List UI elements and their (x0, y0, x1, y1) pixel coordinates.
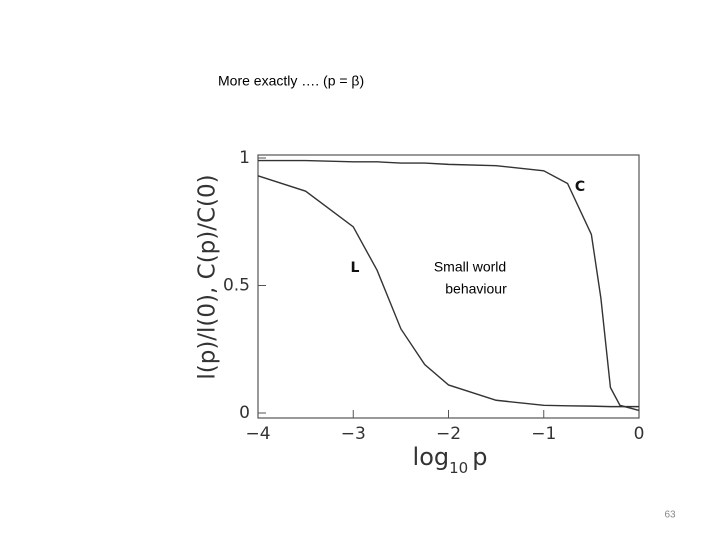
slide-title: More exactly …. (p = β) (218, 73, 364, 89)
series-line (257, 175, 639, 408)
x-label-subscript: 10 (449, 459, 468, 477)
page-number: 63 (664, 510, 676, 521)
y-tick-label: 0.5 (223, 276, 250, 296)
series-label: L (351, 260, 360, 276)
y-tick-label: 0 (239, 403, 250, 423)
y-axis-label: l(p)/l(0), C(p)/C(0) (195, 174, 221, 379)
x-label-base: log (413, 443, 450, 471)
x-tick-label: −1 (531, 424, 556, 444)
x-tick-label: −2 (436, 424, 461, 444)
x-tick-label: 0 (634, 424, 645, 444)
y-tick-label: 1 (239, 148, 250, 168)
series-line (258, 159, 640, 412)
series-label: C (575, 179, 585, 195)
x-axis-label: log10 p (413, 443, 488, 477)
x-tick-label: −4 (245, 424, 270, 444)
annotation-line: behaviour (445, 281, 507, 297)
x-label-variable: p (472, 443, 487, 471)
annotation-line: Small world (434, 259, 506, 275)
x-tick-label: −3 (341, 424, 366, 444)
